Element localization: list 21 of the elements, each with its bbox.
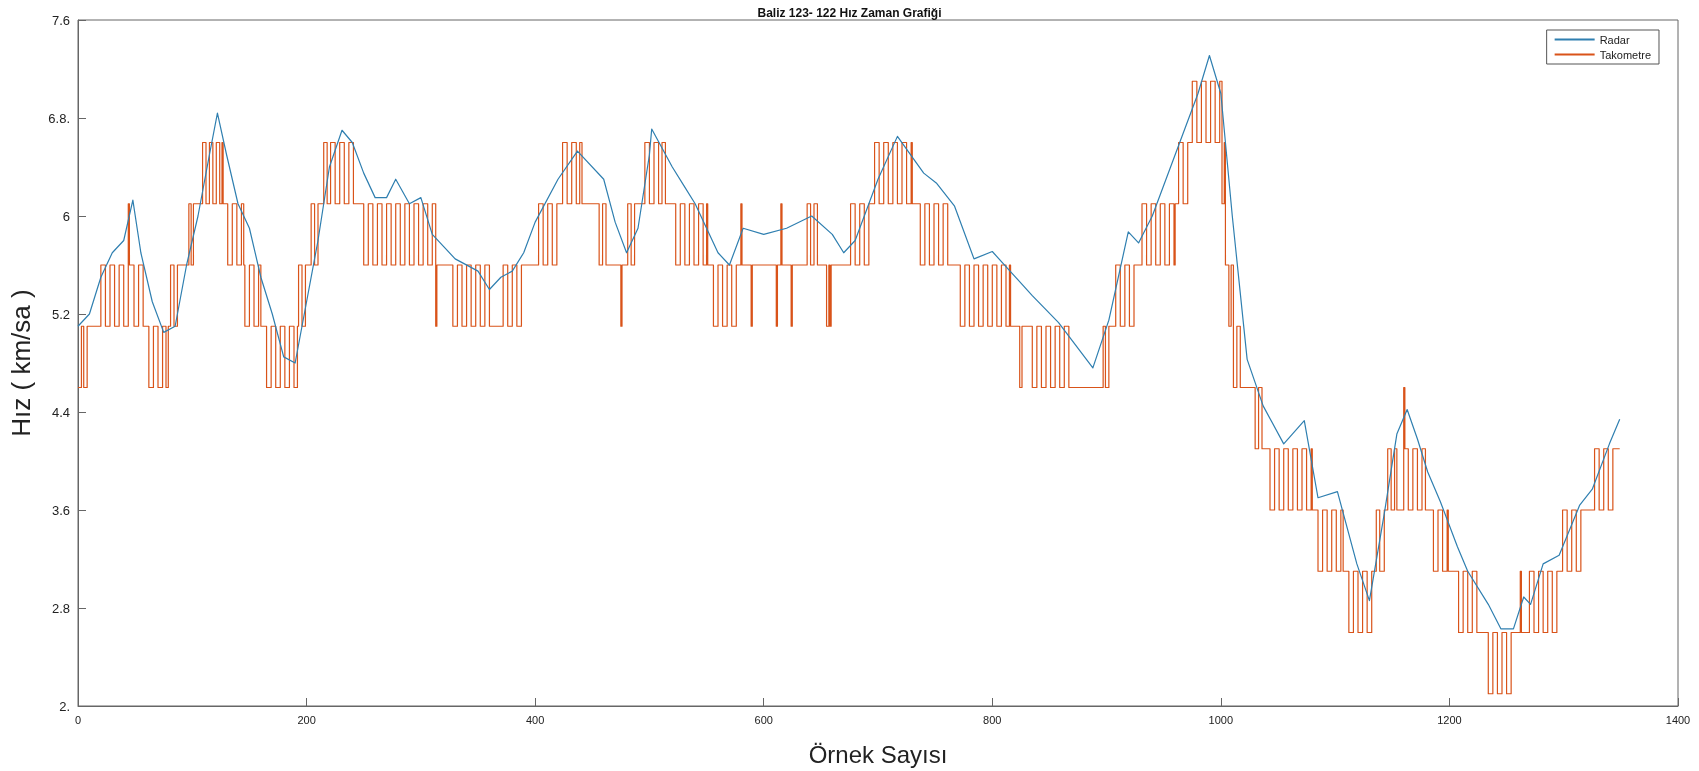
x-tick-label: 1200 (1437, 713, 1462, 726)
x-tick-label: 0 (74, 713, 82, 726)
y-tick-label: 2. (59, 698, 70, 714)
x-tick-label: 600 (754, 713, 773, 726)
y-tick-label: 2.8 (51, 600, 70, 616)
y-tick-label: 5.2 (51, 306, 70, 322)
y-axis-title: Hız ( km/sa ) (6, 289, 36, 437)
x-tick-label: 200 (297, 713, 316, 726)
legend-label: Takometre (1599, 48, 1652, 61)
y-tick-label: 6.8. (48, 110, 70, 126)
y-tick-label: 3.6 (51, 502, 70, 518)
legend-label: Radar (1599, 33, 1630, 46)
x-tick-label: 1000 (1208, 713, 1234, 726)
y-tick-label: 7.6 (51, 12, 70, 28)
x-axis-title: Örnek Sayısı (808, 740, 948, 768)
x-tick-label: 1400 (1665, 713, 1691, 726)
x-tick-label: 400 (525, 713, 545, 726)
x-tick-label: 800 (983, 713, 1002, 726)
y-tick-label: 4.4 (51, 404, 70, 420)
y-tick-label: 6 (62, 208, 70, 224)
chart-title: Baliz 123- 122 Hız Zaman Grafiği (757, 6, 942, 20)
